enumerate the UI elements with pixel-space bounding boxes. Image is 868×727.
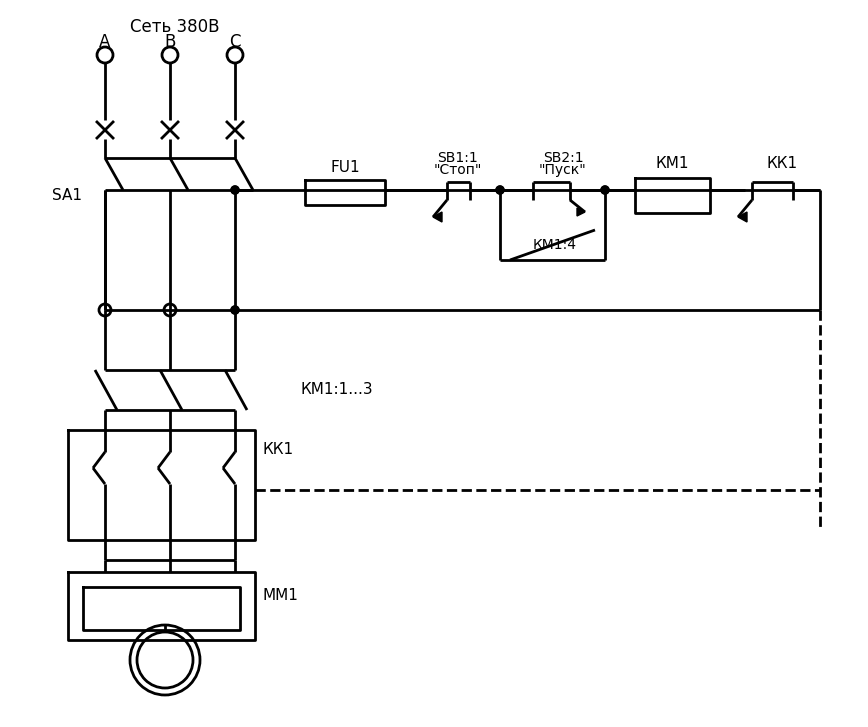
Circle shape <box>231 306 239 314</box>
Text: SA1: SA1 <box>52 188 82 203</box>
Text: КК1: КК1 <box>262 443 293 457</box>
Text: КМ1:4: КМ1:4 <box>533 238 577 252</box>
Circle shape <box>231 186 239 194</box>
Text: ММ1: ММ1 <box>262 587 298 603</box>
Text: SB2:1: SB2:1 <box>542 151 583 165</box>
Circle shape <box>97 47 113 63</box>
Circle shape <box>137 632 193 688</box>
Text: B: B <box>164 33 175 51</box>
Text: "Стоп": "Стоп" <box>434 163 483 177</box>
Text: "Пуск": "Пуск" <box>539 163 587 177</box>
Text: C: C <box>229 33 240 51</box>
Polygon shape <box>577 208 585 216</box>
Circle shape <box>231 186 239 194</box>
Circle shape <box>130 625 200 695</box>
Circle shape <box>227 47 243 63</box>
Circle shape <box>164 304 176 316</box>
Circle shape <box>601 186 609 194</box>
Circle shape <box>496 186 504 194</box>
Polygon shape <box>738 212 747 222</box>
Circle shape <box>162 47 178 63</box>
Circle shape <box>496 186 504 194</box>
Circle shape <box>99 304 111 316</box>
Text: SB1:1: SB1:1 <box>437 151 478 165</box>
Polygon shape <box>433 212 442 222</box>
Text: FU1: FU1 <box>330 161 360 175</box>
Circle shape <box>601 186 609 194</box>
Text: A: A <box>99 33 111 51</box>
Circle shape <box>231 306 239 314</box>
Text: КМ1: КМ1 <box>655 156 688 171</box>
Text: КМ1:1...3: КМ1:1...3 <box>300 382 372 398</box>
Text: Сеть 380В: Сеть 380В <box>130 18 220 36</box>
Text: КК1: КК1 <box>766 156 798 171</box>
